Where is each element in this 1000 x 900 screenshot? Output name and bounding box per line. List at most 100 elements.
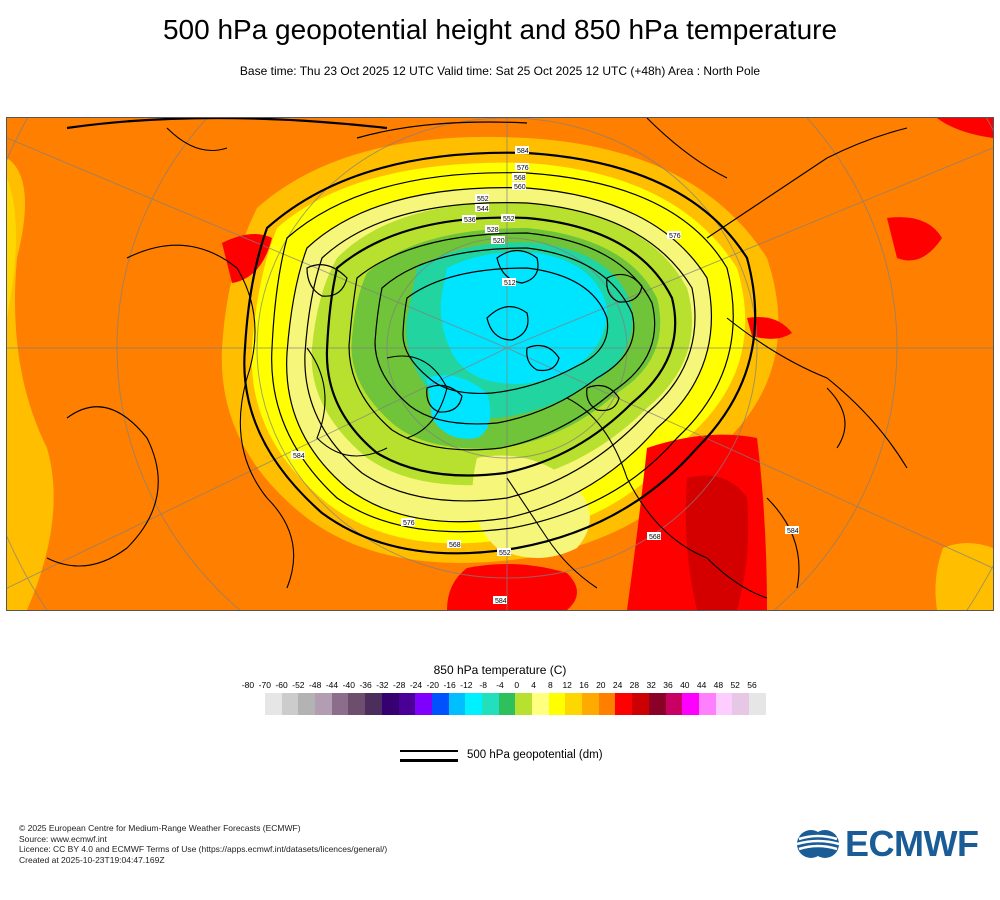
field-west-warm [7,158,54,610]
contour-label: 584 [293,453,305,460]
colorbar-tick: 32 [646,680,656,690]
contour-label: 544 [477,206,489,213]
credit-line: Source: www.ecmwf.int [19,833,107,844]
credit-line: © 2025 European Centre for Medium-Range … [19,823,301,833]
contour-label: 568 [449,542,461,549]
colorbar-swatch [315,693,332,715]
colorbar-swatch [715,693,733,715]
colorbar [265,693,766,715]
colorbar-swatch [515,693,532,715]
field-red-west [222,234,272,283]
colorbar-tick: -44 [325,680,339,690]
colorbar-tick: 36 [663,680,673,690]
field-red-small [747,317,792,339]
colorbar-tick: 48 [713,680,724,690]
contour-label: 576 [517,165,529,172]
colorbar-swatch [632,693,649,715]
colorbar-swatch [548,693,566,715]
colorbar-tick: -4 [496,680,504,690]
field-se-warm [935,543,993,610]
ecmwf-logo-text: ECMWF [845,823,979,864]
colorbar-swatch [465,693,482,715]
colorbar-swatch [265,693,282,715]
colorbar-tick: -70 [258,680,271,690]
colorbar-tick: -16 [443,680,456,690]
colorbar-title: 850 hPa temperature (C) [433,663,567,677]
map-canvas: 584 576 568 560 552 544 536 528 520 512 … [7,118,993,610]
field-cyan-2 [427,375,491,439]
colorbar-swatch [732,693,749,715]
contour-label: 560 [514,184,526,191]
contour-labels: 584 576 568 560 552 544 536 528 520 512 … [291,146,799,605]
colorbar-tick: -12 [460,680,473,690]
colorbar-swatch [565,693,583,715]
contour-label: 536 [464,217,476,224]
colorbar-swatch [498,693,516,715]
field-red-corner [937,118,993,138]
colorbar-tick: 8 [548,680,553,690]
colorbar-tick: 56 [747,680,757,690]
contour-label: 568 [514,175,526,182]
colorbar-swatch [481,693,499,715]
field-red-northeast [887,217,942,261]
contour-label: 584 [495,598,507,605]
weather-map: 584 576 568 560 552 544 536 528 520 512 … [6,117,994,611]
ecmwf-logo: ECMWF [795,823,979,864]
colorbar-tick: -40 [342,680,355,690]
colorbar-swatch [598,693,616,715]
colorbar-tick: 44 [696,680,707,690]
contour-label: 568 [649,534,661,541]
colorbar-swatch [281,693,299,715]
contour-label: 512 [504,280,516,287]
colorbar-tick: 4 [531,680,536,690]
colorbar-tick: 20 [596,680,606,690]
colorbar-swatch [431,693,449,715]
colorbar-swatch [582,693,599,715]
field-yellow-tongue [472,455,590,558]
colorbar-tick: 0 [514,680,520,690]
field-red-south [447,564,577,610]
colorbar-swatch [748,693,766,715]
coastlines [46,118,908,599]
field-cyan [440,252,607,384]
colorbar-swatch [532,693,549,715]
colorbar-tick: -24 [409,680,423,690]
colorbar-swatch [682,693,699,715]
chart-subtitle: Base time: Thu 23 Oct 2025 12 UTC Valid … [239,64,761,78]
colorbar-tick: -80 [241,680,255,690]
colorbar-tick: 28 [629,680,640,690]
colorbar-tick: -48 [309,680,322,690]
colorbar-ticks: -80 -70 -60 -52 -48 -44 -40 -36 -32 -28 -24 -20 -16-… [240,680,760,692]
colorbar-tick: -28 [393,680,406,690]
contour-label: 552 [477,196,489,203]
credit-line: Licence: CC BY 4.0 and ECMWF Terms of Us… [19,844,388,854]
colorbar-swatch [298,693,316,715]
colorbar-tick: 52 [730,680,740,690]
contour-label: 576 [403,520,415,527]
colorbar-swatch [665,693,683,715]
colorbar-tick: -60 [275,680,288,690]
chart-title: 500 hPa geopotential height and 850 hPa … [162,14,838,45]
contour-label: 552 [499,550,511,557]
colorbar-tick: -20 [426,680,439,690]
colorbar-swatch [365,693,382,715]
credit-line: Created at 2025-10-23T19:04:47.169Z [19,854,165,865]
colorbar-tick: 12 [562,680,572,690]
colorbar-tick: -52 [292,680,305,690]
field-west-yellow [7,178,16,318]
ecmwf-logo-icon [796,830,840,858]
contour-label: 584 [517,148,529,155]
colorbar-swatch [348,693,366,715]
colorbar-swatch [448,693,466,715]
contour-label: 552 [503,216,515,223]
colorbar-tick: -36 [359,680,372,690]
geopotential-legend-line [400,750,458,762]
colorbar-tick: 16 [579,680,589,690]
colorbar-tick: -8 [479,680,487,690]
colorbar-swatch [381,693,399,715]
colorbar-tick: -32 [376,680,389,690]
contour-label: 520 [493,238,505,245]
colorbar-swatch [698,693,716,715]
field-dark-red-east [685,475,749,610]
colorbar-swatch [615,693,633,715]
